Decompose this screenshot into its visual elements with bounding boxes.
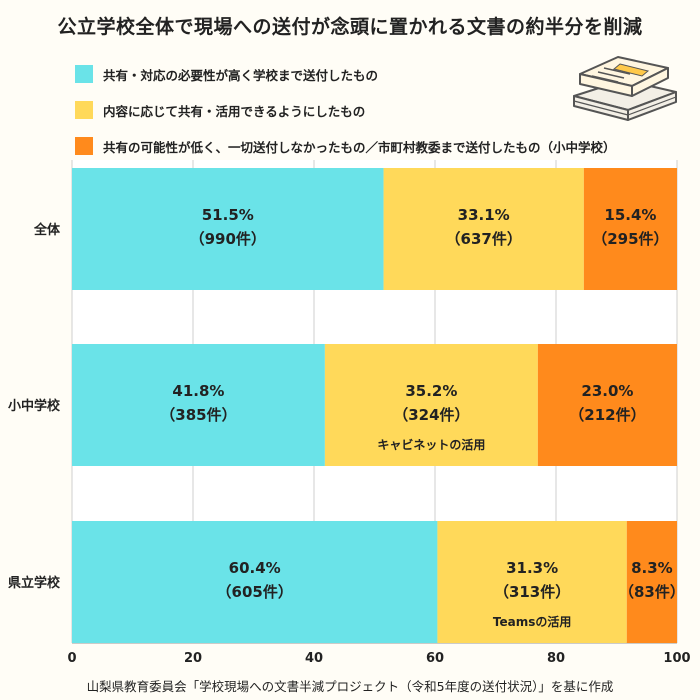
bar-segment xyxy=(383,168,584,290)
category-label: 小中学校 xyxy=(8,398,61,414)
legend-swatch xyxy=(75,137,93,155)
value-label: 23.0% xyxy=(581,382,633,400)
stacked-bar-chart: 全体 51.5% （990件） 33.1% （637件） 15.4% （295件） 小中学校 4… xyxy=(8,160,691,666)
legend-item: 共有の可能性が低く、一切送付しなかったもの／市町村教委まで送付したもの（小中学校… xyxy=(75,136,616,156)
bar-segment xyxy=(72,168,384,290)
value-label: 8.3% xyxy=(631,559,673,577)
count-label: （313件） xyxy=(494,583,570,601)
legend-label: 共有・対応の必要性が高く学校まで送付したもの xyxy=(103,67,379,83)
count-label: （385件） xyxy=(160,406,236,424)
category-label: 全体 xyxy=(33,222,61,238)
value-label: 41.8% xyxy=(172,382,224,400)
count-label: （605件） xyxy=(217,583,293,601)
x-tick-label: 100 xyxy=(663,651,690,666)
value-label: 51.5% xyxy=(202,206,254,224)
count-label: （212件） xyxy=(569,406,645,424)
legend-swatch xyxy=(75,65,93,83)
source-note: 山梨県教育委員会「学校現場への文書半減プロジェクト（令和5年度の送付状況）」を基… xyxy=(86,679,614,694)
x-tick-label: 40 xyxy=(305,651,323,666)
category-label: 県立学校 xyxy=(8,575,61,591)
x-tick-label: 60 xyxy=(426,651,444,666)
bar-segment xyxy=(537,344,677,466)
bar-segment xyxy=(583,168,677,290)
legend-item: 共有・対応の必要性が高く学校まで送付したもの xyxy=(75,64,616,84)
count-label: （324件） xyxy=(393,406,469,424)
count-label: （990件） xyxy=(190,230,266,248)
legend-item: 内容に応じて共有・活用できるようにしたもの xyxy=(75,100,616,120)
count-label: （295件） xyxy=(592,230,668,248)
value-label: 35.2% xyxy=(405,382,457,400)
chart-title: 公立学校全体で現場への送付が念頭に置かれる文書の約半分を削減 xyxy=(57,16,643,38)
document-stack-icon xyxy=(573,56,677,121)
bar-segment xyxy=(324,344,538,466)
bar-segment xyxy=(626,521,677,643)
x-tick-label: 80 xyxy=(547,651,565,666)
bar-segment xyxy=(437,521,627,643)
legend-swatch xyxy=(75,101,93,119)
annotation-label: キャビネットの活用 xyxy=(377,437,485,452)
count-label: （637件） xyxy=(446,230,522,248)
bar-segment xyxy=(72,344,325,466)
x-tick-label: 20 xyxy=(184,651,202,666)
legend-label: 内容に応じて共有・活用できるようにしたもの xyxy=(103,103,366,119)
value-label: 33.1% xyxy=(458,206,510,224)
count-label: （83件） xyxy=(619,583,685,601)
value-label: 31.3% xyxy=(506,559,558,577)
value-label: 60.4% xyxy=(229,559,281,577)
annotation-label: Teamsの活用 xyxy=(493,614,571,629)
legend: 共有・対応の必要性が高く学校まで送付したもの 内容に応じて共有・活用できるように… xyxy=(75,64,616,172)
legend-label: 共有の可能性が低く、一切送付しなかったもの／市町村教委まで送付したもの（小中学校… xyxy=(103,139,616,155)
x-tick-label: 0 xyxy=(67,651,76,666)
bar-segment xyxy=(72,521,438,643)
value-label: 15.4% xyxy=(604,206,656,224)
